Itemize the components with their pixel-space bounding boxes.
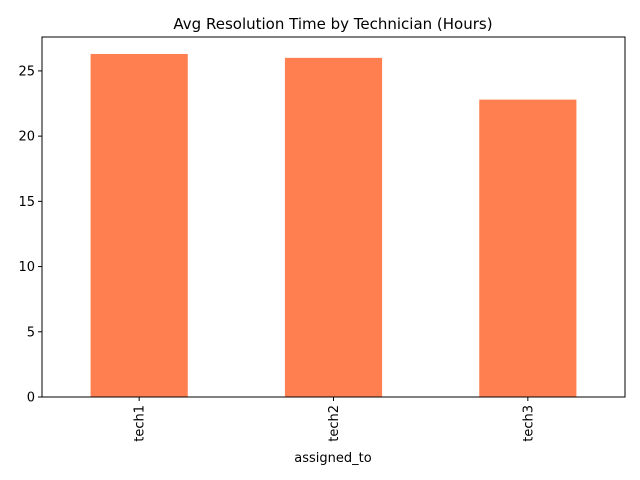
y-tick-label: 0 bbox=[27, 391, 35, 406]
chart-title: Avg Resolution Time by Technician (Hours… bbox=[173, 15, 492, 33]
bar-tech2 bbox=[284, 57, 383, 397]
x-tick-label: tech2 bbox=[327, 405, 342, 442]
y-tick-label: 25 bbox=[18, 64, 35, 79]
bar-tech3 bbox=[479, 99, 577, 397]
x-axis-ticks: tech1 tech2 tech3 bbox=[133, 397, 536, 442]
y-axis-ticks: 0 5 10 15 20 25 bbox=[18, 64, 42, 406]
y-tick-label: 5 bbox=[27, 325, 35, 340]
plot-frame bbox=[41, 36, 626, 398]
bar-tech1 bbox=[90, 53, 188, 398]
y-tick-label: 10 bbox=[18, 260, 35, 275]
y-tick-label: 20 bbox=[18, 130, 35, 145]
x-tick-label: tech1 bbox=[133, 405, 148, 442]
x-tick-label: tech3 bbox=[521, 405, 536, 442]
y-tick-label: 15 bbox=[18, 195, 35, 210]
x-axis-label: assigned_to bbox=[294, 451, 371, 466]
bars-group bbox=[90, 53, 577, 398]
